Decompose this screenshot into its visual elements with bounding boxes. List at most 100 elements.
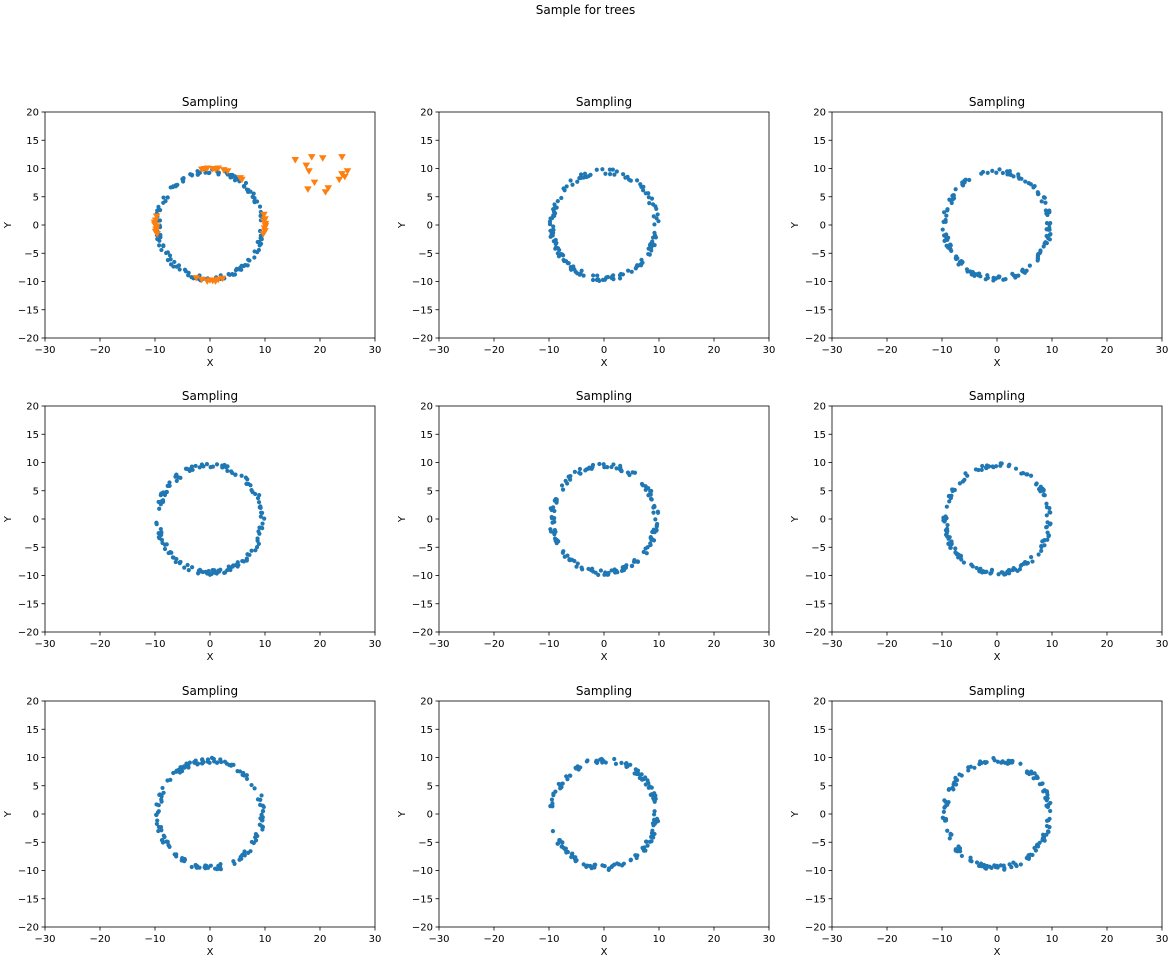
scatter-point xyxy=(557,247,562,253)
scatter-point xyxy=(158,232,163,238)
scatter-point xyxy=(627,472,632,478)
y-tick-label: 0 xyxy=(427,221,433,232)
scatter-point xyxy=(968,855,973,860)
scatter-point xyxy=(628,178,633,183)
scatter-point xyxy=(1010,271,1015,276)
scatter-point xyxy=(648,489,653,494)
scatter-point xyxy=(559,195,564,201)
scatter-point xyxy=(980,570,985,575)
sampled-point-marker xyxy=(343,168,352,175)
scatter-point xyxy=(651,527,656,532)
scatter-point xyxy=(979,864,984,869)
scatter-point xyxy=(260,510,265,516)
y-tick-label: 15 xyxy=(420,725,433,736)
scatter-point xyxy=(242,853,247,858)
x-tick-label: 30 xyxy=(1156,934,1169,945)
sampled-point-marker xyxy=(151,228,160,236)
scatter-point xyxy=(638,182,643,187)
scatter-point xyxy=(1035,190,1040,195)
scatter-point xyxy=(156,803,161,808)
scatter-point xyxy=(239,267,244,272)
axes-frame xyxy=(831,700,1163,928)
scatter-point xyxy=(1039,199,1044,204)
scatter-point xyxy=(258,525,263,530)
scatter-point xyxy=(1010,760,1015,765)
y-axis-ticks: −20 −15 −10 −5 0 5 10 15 20 xyxy=(412,697,439,934)
subplot-title: Sampling xyxy=(182,684,238,698)
scatter-point xyxy=(249,548,254,553)
scatter-point xyxy=(643,848,648,853)
scatter-point xyxy=(254,545,260,550)
scatter-point xyxy=(982,865,988,871)
scatter-point xyxy=(569,557,575,562)
scatter-point xyxy=(632,558,637,563)
x-tick-label: −20 xyxy=(89,934,110,945)
scatter-point xyxy=(1045,804,1050,810)
scatter-point xyxy=(250,194,255,199)
subplot-title: Sampling xyxy=(576,684,632,698)
scatter-point xyxy=(242,184,247,189)
scatter-point xyxy=(605,465,610,470)
scatter-point xyxy=(552,508,557,514)
x-tick-label: −30 xyxy=(428,345,449,356)
y-tick-label: 10 xyxy=(420,164,433,175)
scatter-point xyxy=(565,261,570,266)
scatter-point xyxy=(575,561,580,566)
scatter-point xyxy=(159,247,164,253)
scatter-point xyxy=(176,263,182,268)
x-tick-label: 30 xyxy=(763,345,776,356)
x-axis-ticks: −30 −20 −10 0 10 20 30 xyxy=(34,927,381,945)
scatter-point xyxy=(158,825,164,830)
y-axis-ticks: −20 −15 −10 −5 0 5 10 15 20 xyxy=(805,402,832,639)
scatter-point xyxy=(230,172,235,178)
scatter-point xyxy=(1027,263,1032,268)
x-tick-label: −30 xyxy=(34,345,55,356)
x-tick-label: −30 xyxy=(821,934,842,945)
scatter-point xyxy=(652,799,657,804)
scatter-point xyxy=(973,467,979,472)
y-tick-label: −5 xyxy=(811,838,826,849)
y-tick-label: −10 xyxy=(805,571,826,582)
scatter-point xyxy=(950,488,955,494)
scatter-point xyxy=(968,764,973,769)
scatter-point xyxy=(589,466,594,471)
scatter-point xyxy=(639,776,644,781)
scatter-point xyxy=(195,172,201,177)
y-axis-ticks: −20 −15 −10 −5 0 5 10 15 20 xyxy=(805,697,832,934)
x-tick-label: 10 xyxy=(1046,639,1059,650)
scatter-point xyxy=(1023,179,1028,184)
scatter-point xyxy=(630,470,635,475)
y-tick-label: 20 xyxy=(420,697,433,708)
scatter-point xyxy=(629,563,634,569)
scatter-point xyxy=(956,844,961,849)
subplot-9: Sampling−30 −20 −10 0 10 20 30−20−15−10−505101… xyxy=(790,684,1168,958)
scatter-point xyxy=(948,545,953,550)
scatter-point xyxy=(555,199,560,204)
x-axis-ticks: −30 −20 −10 0 10 20 30 xyxy=(821,632,1168,650)
scatter-points xyxy=(548,461,661,577)
scatter-point xyxy=(196,568,202,573)
y-tick-label: −5 xyxy=(418,249,433,260)
scatter-point xyxy=(551,224,556,229)
scatter-point xyxy=(569,854,574,860)
scatter-points xyxy=(154,755,266,872)
scatter-point xyxy=(985,170,990,175)
scatter-point xyxy=(551,505,556,510)
scatter-point xyxy=(262,516,267,521)
y-tick-label: −5 xyxy=(24,838,39,849)
scatter-points xyxy=(940,167,1053,283)
scatter-point xyxy=(1045,212,1050,218)
scatter-point xyxy=(610,167,615,172)
sampled-point-marker xyxy=(302,162,311,170)
y-tick-label: 20 xyxy=(813,108,826,119)
x-tick-label: −10 xyxy=(144,934,165,945)
y-tick-label: −15 xyxy=(412,599,433,610)
scatter-point xyxy=(648,492,653,497)
scatter-point xyxy=(942,238,947,243)
scatter-point xyxy=(652,812,657,817)
scatter-point xyxy=(259,824,265,829)
scatter-point xyxy=(1011,174,1016,179)
scatter-point xyxy=(990,464,995,469)
scatter-point xyxy=(621,568,627,573)
scatter-point xyxy=(646,251,651,257)
